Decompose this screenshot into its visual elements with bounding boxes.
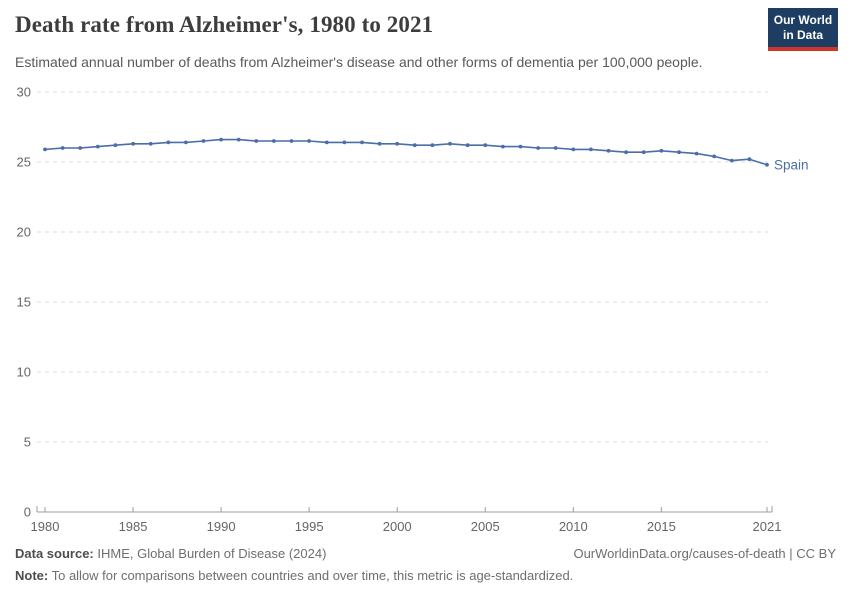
data-point-2012[interactable] — [606, 148, 611, 153]
x-axis-label-1980: 1980 — [31, 519, 60, 534]
citation-link[interactable]: OurWorldinData.org/causes-of-death | CC … — [573, 546, 836, 561]
data-point-2001[interactable] — [412, 143, 417, 148]
y-axis-label-25: 25 — [17, 155, 31, 170]
data-point-2014[interactable] — [641, 150, 646, 155]
data-point-1982[interactable] — [78, 146, 83, 150]
data-point-2019[interactable] — [729, 158, 734, 163]
data-point-2008[interactable] — [536, 146, 540, 150]
data-source-line: Data source: IHME, Global Burden of Dise… — [15, 546, 326, 562]
chart-footer: Data source: IHME, Global Burden of Dise… — [15, 546, 836, 584]
data-point-1987[interactable] — [166, 140, 171, 145]
data-point-2004[interactable] — [465, 143, 470, 148]
y-axis-label-20: 20 — [17, 225, 31, 240]
data-point-1990[interactable] — [219, 137, 224, 142]
x-axis-label-1995: 1995 — [295, 519, 324, 534]
data-point-2020[interactable] — [747, 157, 752, 162]
y-axis-label-30: 30 — [17, 85, 31, 100]
data-point-1997[interactable] — [342, 140, 347, 145]
chart-subtitle: Estimated annual number of deaths from A… — [15, 54, 703, 70]
x-axis-label-2010: 2010 — [559, 519, 588, 534]
x-axis-label-2000: 2000 — [383, 519, 412, 534]
data-point-1983[interactable] — [95, 144, 100, 149]
data-point-2018[interactable] — [712, 154, 717, 159]
data-point-1989[interactable] — [201, 139, 206, 143]
data-point-2002[interactable] — [430, 143, 435, 148]
data-point-2021[interactable] — [765, 162, 769, 167]
data-point-1985[interactable] — [131, 141, 136, 146]
data-point-2016[interactable] — [677, 150, 681, 155]
data-point-1992[interactable] — [254, 139, 259, 143]
data-point-1980[interactable] — [43, 147, 47, 152]
y-axis-label-0: 0 — [24, 505, 31, 520]
owid-logo-line1: Our World — [773, 13, 833, 27]
series-label-spain[interactable]: Spain — [774, 157, 809, 172]
owid-logo-red-bar — [768, 47, 838, 51]
data-point-2005[interactable] — [483, 143, 488, 148]
data-point-1991[interactable] — [236, 137, 241, 142]
data-point-2007[interactable] — [518, 144, 523, 149]
note-line: Note: To allow for comparisons between c… — [15, 568, 836, 584]
data-source-label: Data source: — [15, 546, 94, 561]
spain-line[interactable] — [44, 138, 768, 166]
data-point-1995[interactable] — [307, 139, 311, 143]
data-point-2017[interactable] — [694, 151, 699, 156]
data-point-1984[interactable] — [113, 143, 118, 148]
data-point-1994[interactable] — [289, 139, 294, 143]
x-axis-label-2005: 2005 — [471, 519, 500, 534]
line-chart: 0 5 10 15 20 25 30 1980 1985 1990 1995 2000 2005 2010… — [17, 85, 809, 535]
data-point-2000[interactable] — [395, 141, 400, 146]
data-point-2006[interactable] — [501, 144, 505, 149]
data-point-2015[interactable] — [659, 148, 664, 153]
data-point-1998[interactable] — [360, 140, 364, 145]
y-axis-label-5: 5 — [24, 435, 31, 450]
owid-logo[interactable]: Our World in Data — [768, 8, 838, 51]
x-axis-label-2015: 2015 — [647, 519, 676, 534]
x-axis-label-2021: 2021 — [753, 519, 782, 534]
x-axis-label-1990: 1990 — [207, 519, 236, 534]
data-point-2010[interactable] — [571, 147, 576, 152]
data-point-2003[interactable] — [448, 141, 452, 146]
data-point-1988[interactable] — [184, 140, 188, 145]
data-point-1993[interactable] — [272, 139, 276, 143]
y-axis-label-15: 15 — [17, 295, 31, 310]
owid-logo-line2: in Data — [782, 28, 823, 42]
chart-title: Death rate from Alzheimer's, 1980 to 202… — [15, 12, 434, 37]
owid-logo-box: Our World in Data — [768, 8, 838, 47]
data-point-1986[interactable] — [148, 141, 153, 146]
x-axis-label-1985: 1985 — [119, 519, 148, 534]
note-label: Note: — [15, 568, 49, 583]
y-axis-label-10: 10 — [17, 365, 31, 380]
data-point-1999[interactable] — [377, 141, 382, 146]
data-point-2011[interactable] — [589, 147, 593, 152]
data-point-2013[interactable] — [624, 150, 628, 155]
data-point-1996[interactable] — [324, 140, 329, 145]
data-point-1981[interactable] — [60, 146, 65, 150]
data-source-text: IHME, Global Burden of Disease (2024) — [93, 546, 327, 561]
note-text: To allow for comparisons between countri… — [48, 568, 574, 583]
data-point-2009[interactable] — [553, 146, 558, 150]
